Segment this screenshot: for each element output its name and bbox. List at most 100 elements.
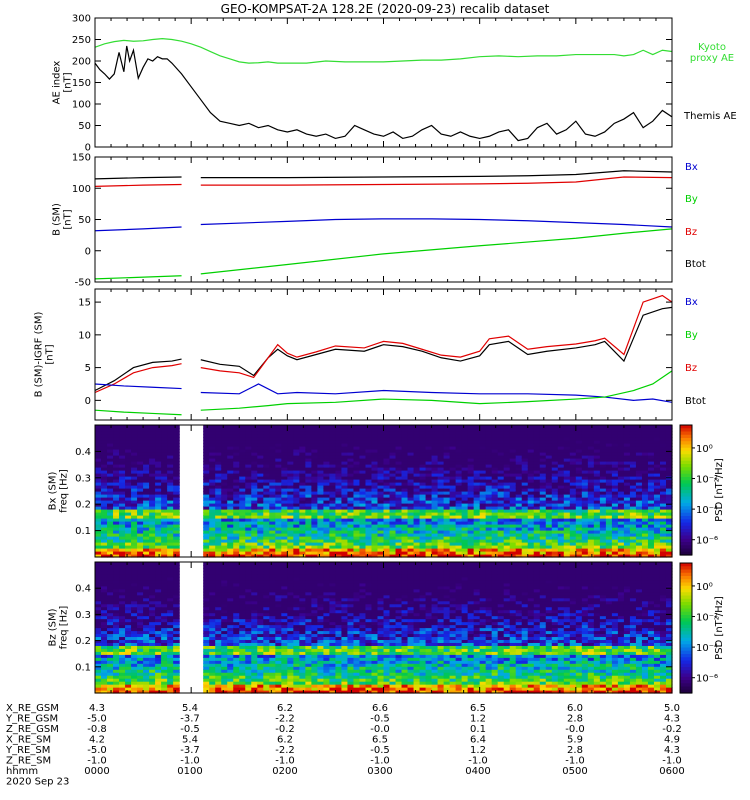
spectrogram-cell	[113, 666, 120, 670]
spectrogram-cell	[245, 530, 252, 534]
spectrogram-cell	[143, 524, 150, 528]
spectrogram-cell	[215, 455, 222, 459]
spectrogram-cell	[545, 473, 553, 477]
spectrogram-cell	[143, 446, 150, 450]
spectrogram-cell	[221, 530, 228, 534]
spectrogram-cell	[509, 470, 517, 474]
spectrogram-cell	[425, 443, 433, 447]
spectrogram-cell	[311, 551, 318, 555]
spectrogram-cell	[257, 521, 264, 525]
spectrogram-cell	[95, 562, 102, 566]
spectrogram-cell	[125, 524, 132, 528]
spectrogram-cell	[575, 452, 583, 456]
spectrogram-cell	[635, 446, 643, 450]
spectrogram-cell	[245, 452, 252, 456]
spectrogram-cell	[317, 512, 324, 516]
spectrogram-cell	[557, 515, 565, 519]
spectrogram-cell	[611, 530, 619, 534]
spectrogram-cell	[101, 491, 108, 495]
spectrogram-cell	[617, 479, 625, 483]
spectrogram-cell	[647, 455, 655, 459]
spectrogram-cell	[323, 464, 331, 468]
spectrogram-cell	[485, 431, 493, 435]
spectrogram-cell	[311, 542, 318, 546]
spectrogram-cell	[665, 440, 673, 444]
spectrogram-cell	[623, 497, 631, 501]
spectrogram-cell	[569, 539, 577, 543]
spectrogram-cell	[95, 564, 102, 569]
spectrogram-cell	[155, 491, 162, 495]
spectrogram-cell	[395, 512, 403, 516]
spectrogram-cell	[383, 443, 391, 447]
spectrogram-cell	[515, 530, 523, 534]
spectrogram-cell	[257, 509, 264, 513]
spectrogram-cell	[221, 434, 228, 438]
spectrogram-cell	[95, 425, 102, 429]
spectrogram-cell	[101, 633, 108, 638]
spectrogram-cell	[119, 603, 126, 608]
spectrogram-cell	[329, 455, 337, 459]
spectrogram-cell	[101, 428, 108, 432]
spectrogram-cell	[287, 458, 294, 462]
spectrogram-cell	[125, 606, 132, 611]
spectrogram-cell	[155, 464, 162, 468]
spectrogram-cell	[509, 497, 517, 501]
spectrogram-cell	[107, 548, 114, 552]
spectrogram-cell	[245, 533, 252, 537]
spectrogram-cell	[251, 464, 258, 468]
spectrogram-cell	[569, 521, 577, 525]
spectrogram-cell	[629, 449, 637, 453]
spectrogram-cell	[245, 482, 252, 486]
spectrogram-cell	[137, 681, 144, 685]
spectrogram-cell	[395, 428, 403, 432]
spectrogram-cell	[317, 533, 324, 537]
spectrogram-cell	[593, 530, 601, 534]
spectrogram-cell	[521, 545, 529, 549]
spectrogram-cell	[461, 461, 469, 465]
spectrogram-cell	[347, 512, 355, 516]
spectrogram-cell	[539, 488, 547, 492]
spectrogram-cell	[629, 521, 637, 525]
spectrogram-cell	[95, 458, 102, 462]
spectrogram-cell	[437, 554, 445, 558]
spectrogram-cell	[359, 539, 367, 543]
spectrogram-cell	[149, 476, 156, 480]
spectrogram-cell	[461, 509, 469, 513]
spectrogram-cell	[323, 488, 331, 492]
spectrogram-cell	[401, 497, 409, 501]
spectrogram-cell	[467, 458, 475, 462]
spectrogram-cell	[107, 591, 114, 596]
spectrogram-cell	[365, 533, 373, 537]
spectrogram-cell	[581, 473, 589, 477]
spectrogram-cell	[287, 446, 294, 450]
spectrogram-cell	[263, 491, 270, 495]
spectrogram-cell	[497, 503, 505, 507]
spectrogram-cell	[377, 515, 385, 519]
spectrogram-cell	[239, 488, 246, 492]
spectrogram-cell	[551, 455, 559, 459]
spectrogram-cell	[617, 539, 625, 543]
spectrogram-cell	[509, 536, 517, 540]
spectrogram-cell	[257, 434, 264, 438]
spectrogram-cell	[293, 473, 300, 477]
spectrogram-cell	[425, 509, 433, 513]
spectrogram-cell	[401, 500, 409, 504]
spectrogram-cell	[443, 467, 451, 471]
spectrogram-cell	[575, 485, 583, 489]
spectrogram-cell	[533, 449, 541, 453]
spectrogram-cell	[659, 473, 667, 477]
spectrogram-cell	[125, 473, 132, 477]
spectrogram-cell	[329, 464, 337, 468]
spectrogram-cell	[107, 434, 114, 438]
spectrogram-cell	[227, 521, 234, 525]
spectrogram-cell	[287, 515, 294, 519]
spectrogram-cell	[281, 536, 288, 540]
y-tick-label: 100	[72, 100, 91, 111]
spectrogram-cell	[95, 618, 102, 623]
spectrogram-cell	[215, 485, 222, 489]
spectrogram-cell	[257, 440, 264, 444]
spectrogram-cell	[173, 470, 180, 474]
series-line-bx	[95, 226, 182, 232]
spectrogram-cell	[647, 494, 655, 498]
spectrogram-cell	[95, 527, 102, 531]
